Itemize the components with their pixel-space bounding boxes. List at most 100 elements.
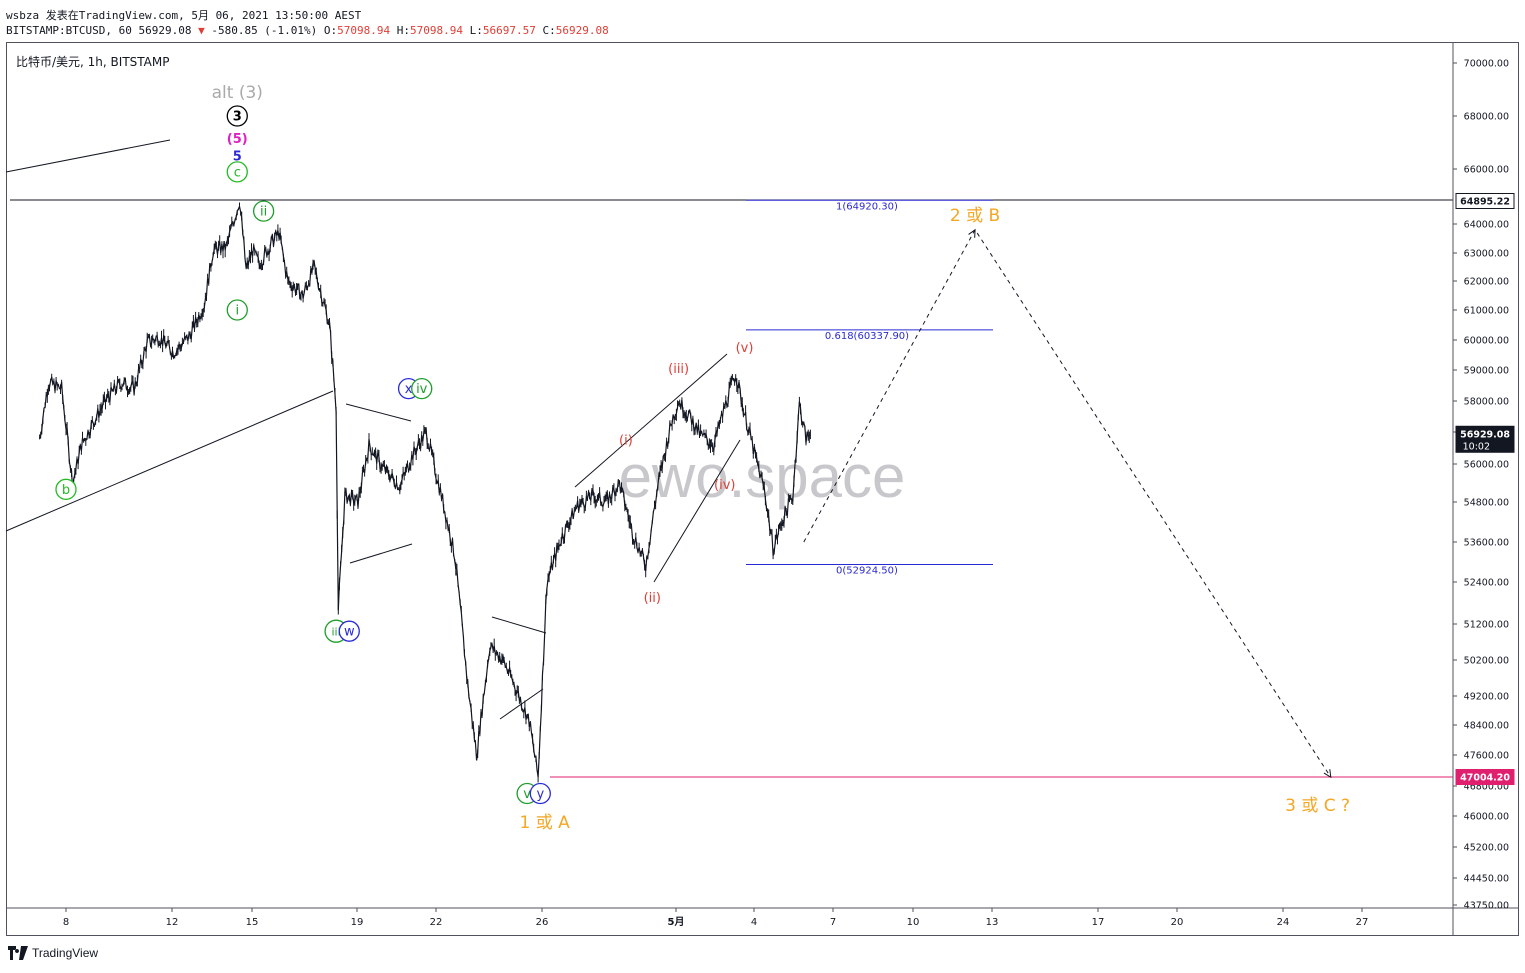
symbol-label: BITSTAMP:BTCUSD, 60	[6, 24, 132, 37]
price-badge-value: 64895.22	[1460, 197, 1510, 208]
open-label: O:	[323, 24, 338, 37]
high-value: 57098.94	[410, 24, 464, 37]
fib-level-label: 0(52924.50)	[836, 566, 898, 577]
tradingview-brand: TradingView	[32, 946, 99, 960]
x-tick-label: 4	[751, 917, 757, 928]
tradingview-footer[interactable]: TradingView	[8, 946, 98, 960]
y-tick-label: 59000.00	[1464, 366, 1509, 377]
y-tick-label: 44450.00	[1464, 874, 1509, 885]
chart-frame[interactable]	[6, 42, 1519, 936]
wave-label: 2 或 B	[950, 206, 1000, 226]
fib-level-label: 0.618(60337.90)	[825, 331, 909, 342]
fib-level-label: 1(64920.30)	[836, 201, 898, 212]
wave-label-circle	[55, 478, 77, 500]
y-tick-label: 54800.00	[1464, 498, 1509, 509]
price-badge-value: 47004.20	[1460, 773, 1510, 784]
x-tick-label: 5月	[668, 916, 685, 928]
wave-label-circle	[226, 161, 248, 183]
y-tick-label: 64000.00	[1464, 220, 1509, 231]
y-tick-label: 46800.00	[1464, 782, 1509, 793]
y-tick-label: 49200.00	[1464, 692, 1509, 703]
wave-label: (v)	[736, 341, 754, 356]
x-tick-label: 26	[536, 917, 549, 928]
wave-label: (ii)	[644, 591, 661, 606]
x-tick-label: 8	[63, 917, 69, 928]
x-tick-label: 24	[1277, 917, 1290, 928]
wave-label: w	[344, 625, 355, 640]
tradingview-logo-icon	[8, 946, 28, 960]
close-value: 56929.08	[555, 24, 609, 37]
wave-label: 5	[233, 149, 242, 164]
price-badge	[1455, 193, 1515, 209]
wave-label: x	[405, 382, 413, 397]
x-tick-label: 22	[430, 917, 443, 928]
y-tick-label: 56000.00	[1464, 460, 1509, 471]
price-badge-countdown: 10:02	[1463, 441, 1490, 452]
y-tick-label: 58000.00	[1464, 397, 1509, 408]
trendline-0	[5, 139, 171, 173]
trendline-3	[349, 543, 413, 564]
low-value: 56697.57	[482, 24, 536, 37]
x-tick-label: 15	[246, 917, 259, 928]
y-tick-label: 43750.00	[1464, 901, 1509, 912]
wave-label: iii	[332, 626, 341, 639]
y-tick-label: 46000.00	[1464, 812, 1509, 823]
wave-label: y	[536, 787, 544, 802]
x-tick-label: 13	[986, 917, 999, 928]
wave-label-circle	[252, 200, 275, 222]
wave-label: (iii)	[668, 362, 689, 377]
down-arrow-icon: ▼	[198, 24, 205, 37]
y-tick-label: 50200.00	[1464, 656, 1509, 667]
wave-label: (5)	[227, 132, 248, 147]
wave-label: i	[235, 304, 239, 319]
wave-label-circle	[411, 377, 433, 400]
x-tick-label: 7	[830, 917, 836, 928]
trendline-6	[491, 616, 547, 634]
y-tick-label: 48400.00	[1464, 721, 1509, 732]
wave-label: v	[523, 787, 531, 802]
y-tick-label: 52400.00	[1464, 578, 1509, 589]
y-tick-label: 53600.00	[1464, 538, 1509, 549]
projection-arrow-down	[1323, 769, 1332, 779]
trendline-2	[345, 403, 412, 422]
wave-label-circle	[338, 620, 360, 642]
x-tick-label: 19	[351, 917, 364, 928]
wave-label: (i)	[619, 433, 633, 448]
y-tick-label: 66000.00	[1464, 165, 1509, 176]
price-badge	[1455, 425, 1515, 453]
trendline-1	[5, 390, 334, 532]
y-tick-label: 45200.00	[1464, 843, 1509, 854]
wave-label: 3 或 C ?	[1285, 796, 1350, 816]
wave-label: alt (3)	[212, 83, 263, 103]
wave-label: b	[62, 483, 70, 498]
price-wicks	[39, 202, 811, 783]
y-tick-label: 61000.00	[1464, 306, 1509, 317]
y-tick-label: 68000.00	[1464, 112, 1509, 123]
trendline-4	[574, 353, 728, 488]
x-tick-label: 27	[1356, 917, 1369, 928]
y-tick-label: 70000.00	[1464, 59, 1509, 70]
projection-arrow-up	[968, 228, 976, 238]
x-tick-label: 12	[166, 917, 179, 928]
close-label: C:	[542, 24, 556, 37]
wave-label: 1 或 A	[520, 813, 571, 833]
high-label: H:	[396, 24, 411, 37]
y-tick-label: 63000.00	[1464, 249, 1509, 260]
wave-label-circle	[226, 105, 248, 127]
wave-label: ii	[260, 205, 267, 220]
wave-label: (iv)	[714, 478, 735, 493]
wave-label: 3	[233, 110, 242, 125]
wave-label: c	[234, 165, 241, 180]
ohlc-header: BITSTAMP:BTCUSD, 60 56929.08 ▼ -580.85 (…	[6, 24, 609, 37]
last-price: 56929.08	[138, 24, 192, 37]
low-label: L:	[469, 24, 483, 37]
price-change: -580.85 (-1.01%)	[211, 24, 318, 37]
x-tick-label: 20	[1171, 917, 1184, 928]
price-badge	[1455, 769, 1515, 785]
chart-title: 比特币/美元, 1h, BITSTAMP	[16, 54, 169, 69]
y-tick-label: 51200.00	[1464, 620, 1509, 631]
open-value: 57098.94	[337, 24, 391, 37]
chart-publish-info: wsbza 发表在TradingView.com, 5月 06, 2021 13…	[6, 9, 362, 22]
wave-label-circle	[529, 782, 551, 805]
